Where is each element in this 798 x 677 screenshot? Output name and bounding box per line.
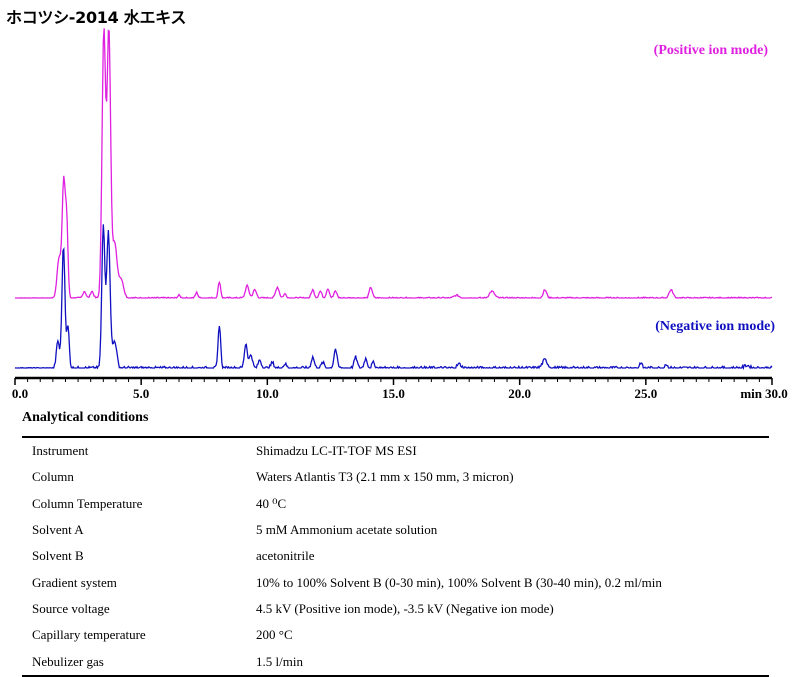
x-tick-label: 20.0	[508, 386, 531, 400]
chromatogram-chart: (Positive ion mode) (Negative ion mode) 0…	[12, 28, 788, 400]
table-row: Solvent A 5 mM Ammonium acetate solution	[22, 517, 769, 543]
table-row: Column Waters Atlantis T3 (2.1 mm x 150 m…	[22, 464, 769, 490]
x-tick-label: 10.0	[256, 386, 279, 400]
table-row: Column Temperature 40 ⁰C	[22, 491, 769, 517]
table-row: Solvent B acetonitrile	[22, 543, 769, 569]
condition-value: 4.5 kV (Positive ion mode), -3.5 kV (Neg…	[256, 600, 554, 616]
condition-value: 200 °C	[256, 627, 293, 643]
condition-parameter: Solvent B	[32, 548, 84, 564]
chart-title: ホコツシ-2014 水エキス	[6, 8, 187, 27]
table-row: Instrument Shimadzu LC-IT-TOF MS ESI	[22, 437, 769, 464]
condition-value: Waters Atlantis T3 (2.1 mm x 150 mm, 3 m…	[256, 469, 514, 485]
x-tick-label: 30.0	[765, 386, 788, 400]
x-axis-label: min	[740, 386, 762, 400]
series-label-negative: (Negative ion mode)	[655, 319, 775, 334]
series-labels: (Positive ion mode) (Negative ion mode)	[654, 43, 776, 334]
table-row: Gradient system 10% to 100% Solvent B (0-…	[22, 569, 769, 595]
condition-value: 1.5 l/min	[256, 653, 303, 669]
series-line-positive	[14, 28, 773, 299]
condition-value: 40 ⁰C	[256, 495, 287, 511]
condition-value: acetonitrile	[256, 548, 315, 564]
series-line-negative	[14, 224, 773, 371]
condition-parameter: Instrument	[32, 443, 89, 459]
condition-parameter: Gradient system	[32, 574, 117, 590]
conditions-heading: Analytical conditions	[22, 410, 149, 425]
table-row: Source voltage 4.5 kV (Positive ion mode)…	[22, 596, 769, 622]
conditions-table: Instrument Shimadzu LC-IT-TOF MS ESI Colum…	[22, 436, 769, 677]
table-row: Capillary temperature 200 °C	[22, 622, 769, 648]
x-tick-label: 25.0	[634, 386, 657, 400]
condition-value: 10% to 100% Solvent B (0-30 min), 100% S…	[256, 574, 662, 590]
x-tick-label: 0.0	[12, 386, 28, 400]
series-layer	[14, 28, 773, 371]
condition-parameter: Column Temperature	[32, 495, 143, 511]
x-tick-label: 15.0	[382, 386, 405, 400]
table-row: Nebulizer gas 1.5 l/min	[22, 648, 769, 675]
condition-parameter: Column	[32, 469, 74, 485]
condition-parameter: Source voltage	[32, 600, 110, 616]
condition-parameter: Capillary temperature	[32, 627, 146, 643]
series-label-positive: (Positive ion mode)	[654, 43, 769, 58]
condition-value: Shimadzu LC-IT-TOF MS ESI	[256, 443, 417, 459]
condition-value: 5 mM Ammonium acetate solution	[256, 522, 438, 538]
condition-parameter: Nebulizer gas	[32, 653, 104, 669]
x-tick-label: 5.0	[133, 386, 149, 400]
condition-parameter: Solvent A	[32, 522, 84, 538]
